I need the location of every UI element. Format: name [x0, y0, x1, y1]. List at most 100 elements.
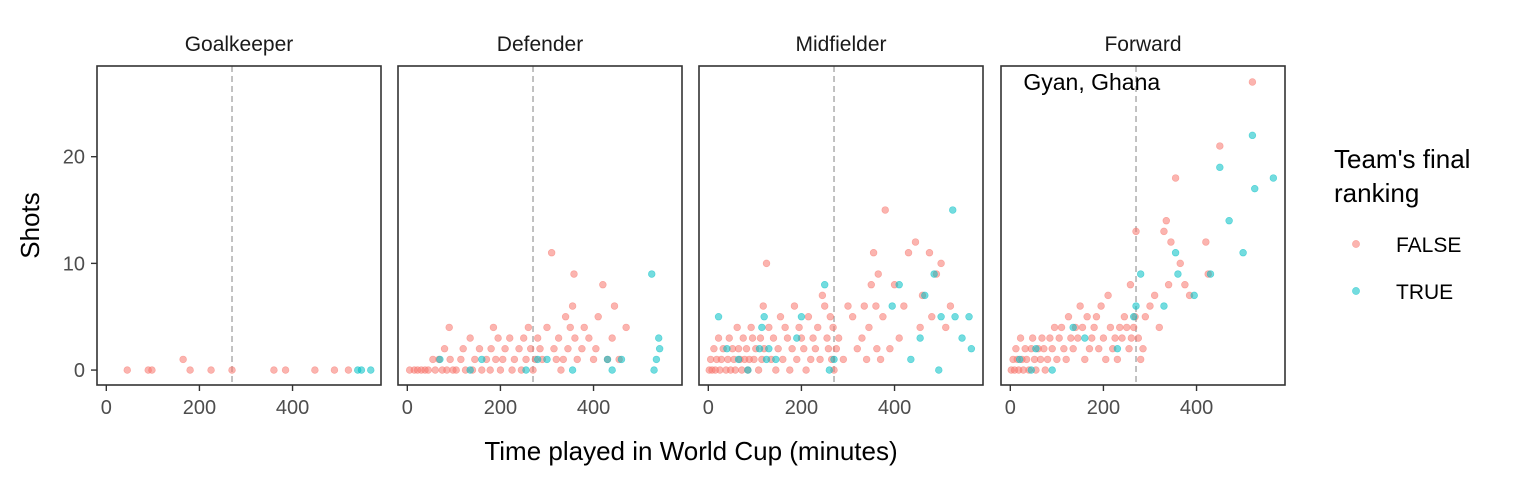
- data-point-false-midfielder: [867, 281, 875, 289]
- data-point-false-midfielder: [900, 302, 908, 310]
- data-point-false-defender: [608, 334, 616, 342]
- data-point-false-midfielder: [811, 345, 820, 353]
- data-point-false-midfielder: [710, 345, 718, 353]
- data-point-false-midfielder: [781, 323, 789, 332]
- data-point-true-forward: [1129, 313, 1138, 321]
- data-point-false-forward: [1118, 334, 1126, 342]
- data-point-true-forward: [1269, 174, 1278, 182]
- data-point-true-forward: [1206, 270, 1215, 278]
- data-point-true-forward: [1248, 131, 1257, 140]
- data-point-false-forward: [1053, 355, 1061, 364]
- y-tick-label: 10: [63, 253, 85, 275]
- data-point-false-forward: [1057, 323, 1066, 332]
- data-point-false-midfielder: [762, 259, 771, 268]
- data-point-false-midfielder: [865, 323, 873, 332]
- data-point-false-defender: [589, 355, 598, 364]
- data-point-true-midfielder: [895, 281, 903, 289]
- data-point-false-defender: [578, 345, 586, 353]
- data-point-false-midfielder: [824, 345, 833, 353]
- data-point-false-defender: [564, 345, 572, 353]
- data-point-true-defender: [543, 355, 551, 364]
- data-point-false-midfielder: [818, 291, 827, 300]
- data-point-false-midfielder: [823, 334, 831, 342]
- legend-title: Team's final: [1334, 144, 1470, 174]
- facet-label-defender: Defender: [497, 33, 583, 56]
- data-point-false-defender: [487, 345, 495, 353]
- data-point-false-midfielder: [946, 302, 955, 310]
- data-point-false-midfielder: [756, 334, 765, 342]
- data-point-false-forward: [1076, 302, 1084, 310]
- data-point-false-midfielder: [832, 345, 841, 353]
- data-point-false-defender: [445, 323, 453, 332]
- data-point-false-midfielder: [858, 334, 866, 342]
- data-point-false-forward: [1176, 259, 1184, 268]
- data-point-true-defender: [478, 355, 486, 364]
- data-point-true-midfielder: [821, 281, 829, 289]
- data-point-false-midfielder: [862, 355, 871, 364]
- data-point-true-midfielder: [958, 334, 966, 342]
- data-point-false-defender: [440, 345, 449, 353]
- data-point-false-forward: [1141, 313, 1150, 321]
- data-point-true-defender: [655, 345, 664, 353]
- data-point-false-midfielder: [879, 313, 887, 321]
- data-point-false-forward: [1139, 345, 1147, 353]
- data-point-false-forward: [1081, 355, 1089, 364]
- x-tick-label-defender: 400: [577, 397, 610, 419]
- data-point-false-defender: [522, 355, 530, 364]
- data-point-true-midfielder: [937, 313, 945, 321]
- data-point-false-midfielder: [829, 323, 837, 332]
- data-point-true-defender: [522, 366, 530, 374]
- data-point-false-forward: [1028, 334, 1037, 342]
- data-point-false-forward: [1043, 355, 1052, 364]
- data-point-false-defender: [524, 323, 533, 332]
- data-point-false-forward: [1150, 291, 1159, 300]
- data-point-true-midfielder: [734, 355, 743, 364]
- legend-key-true: [1352, 287, 1360, 295]
- data-point-false-midfielder: [874, 270, 882, 278]
- data-point-false-midfielder: [754, 366, 763, 374]
- data-point-false-forward: [1038, 334, 1046, 342]
- data-point-false-midfielder: [886, 345, 894, 353]
- data-point-false-goalkeeper: [179, 355, 187, 364]
- data-point-false-forward: [1104, 291, 1112, 300]
- data-point-false-forward: [1127, 334, 1136, 342]
- data-point-false-midfielder: [942, 323, 950, 332]
- data-point-false-forward: [1060, 345, 1068, 353]
- data-point-true-goalkeeper: [357, 366, 366, 374]
- data-point-false-midfielder: [734, 345, 743, 353]
- data-point-true-forward: [1171, 249, 1180, 257]
- panel-border-forward: [1000, 65, 1286, 386]
- data-point-false-defender: [431, 366, 439, 374]
- data-point-false-midfielder: [731, 366, 740, 374]
- data-point-false-midfielder: [904, 249, 913, 257]
- data-point-true-defender: [436, 355, 444, 364]
- data-point-false-midfielder: [834, 334, 843, 342]
- data-point-false-defender: [573, 355, 581, 364]
- data-point-false-forward: [1074, 334, 1082, 342]
- data-point-false-defender: [499, 355, 507, 364]
- x-axis-title: Time played in World Cup (minutes): [484, 436, 897, 466]
- data-point-false-midfielder: [786, 366, 794, 374]
- data-point-true-midfielder: [930, 270, 938, 278]
- data-point-false-defender: [570, 270, 578, 278]
- data-point-false-forward: [1216, 142, 1224, 150]
- data-point-false-forward: [1132, 227, 1140, 236]
- data-point-false-forward: [1102, 355, 1110, 364]
- data-point-false-defender: [489, 323, 498, 332]
- data-point-true-midfielder: [907, 355, 915, 364]
- data-point-false-forward: [1164, 281, 1173, 289]
- data-point-false-midfielder: [876, 355, 885, 364]
- data-point-true-midfielder: [951, 313, 959, 321]
- data-point-true-midfielder: [793, 334, 801, 342]
- data-point-false-defender: [552, 355, 560, 364]
- data-point-false-forward: [1078, 323, 1087, 332]
- data-point-false-defender: [568, 302, 577, 310]
- data-point-false-forward: [1134, 334, 1143, 342]
- data-point-true-midfielder: [935, 366, 943, 374]
- data-point-false-defender: [610, 302, 619, 310]
- data-point-false-defender: [559, 355, 567, 364]
- data-point-false-defender: [475, 345, 484, 353]
- data-point-false-forward: [1097, 302, 1105, 310]
- data-point-false-midfielder: [783, 334, 792, 342]
- data-point-false-goalkeeper: [123, 366, 131, 374]
